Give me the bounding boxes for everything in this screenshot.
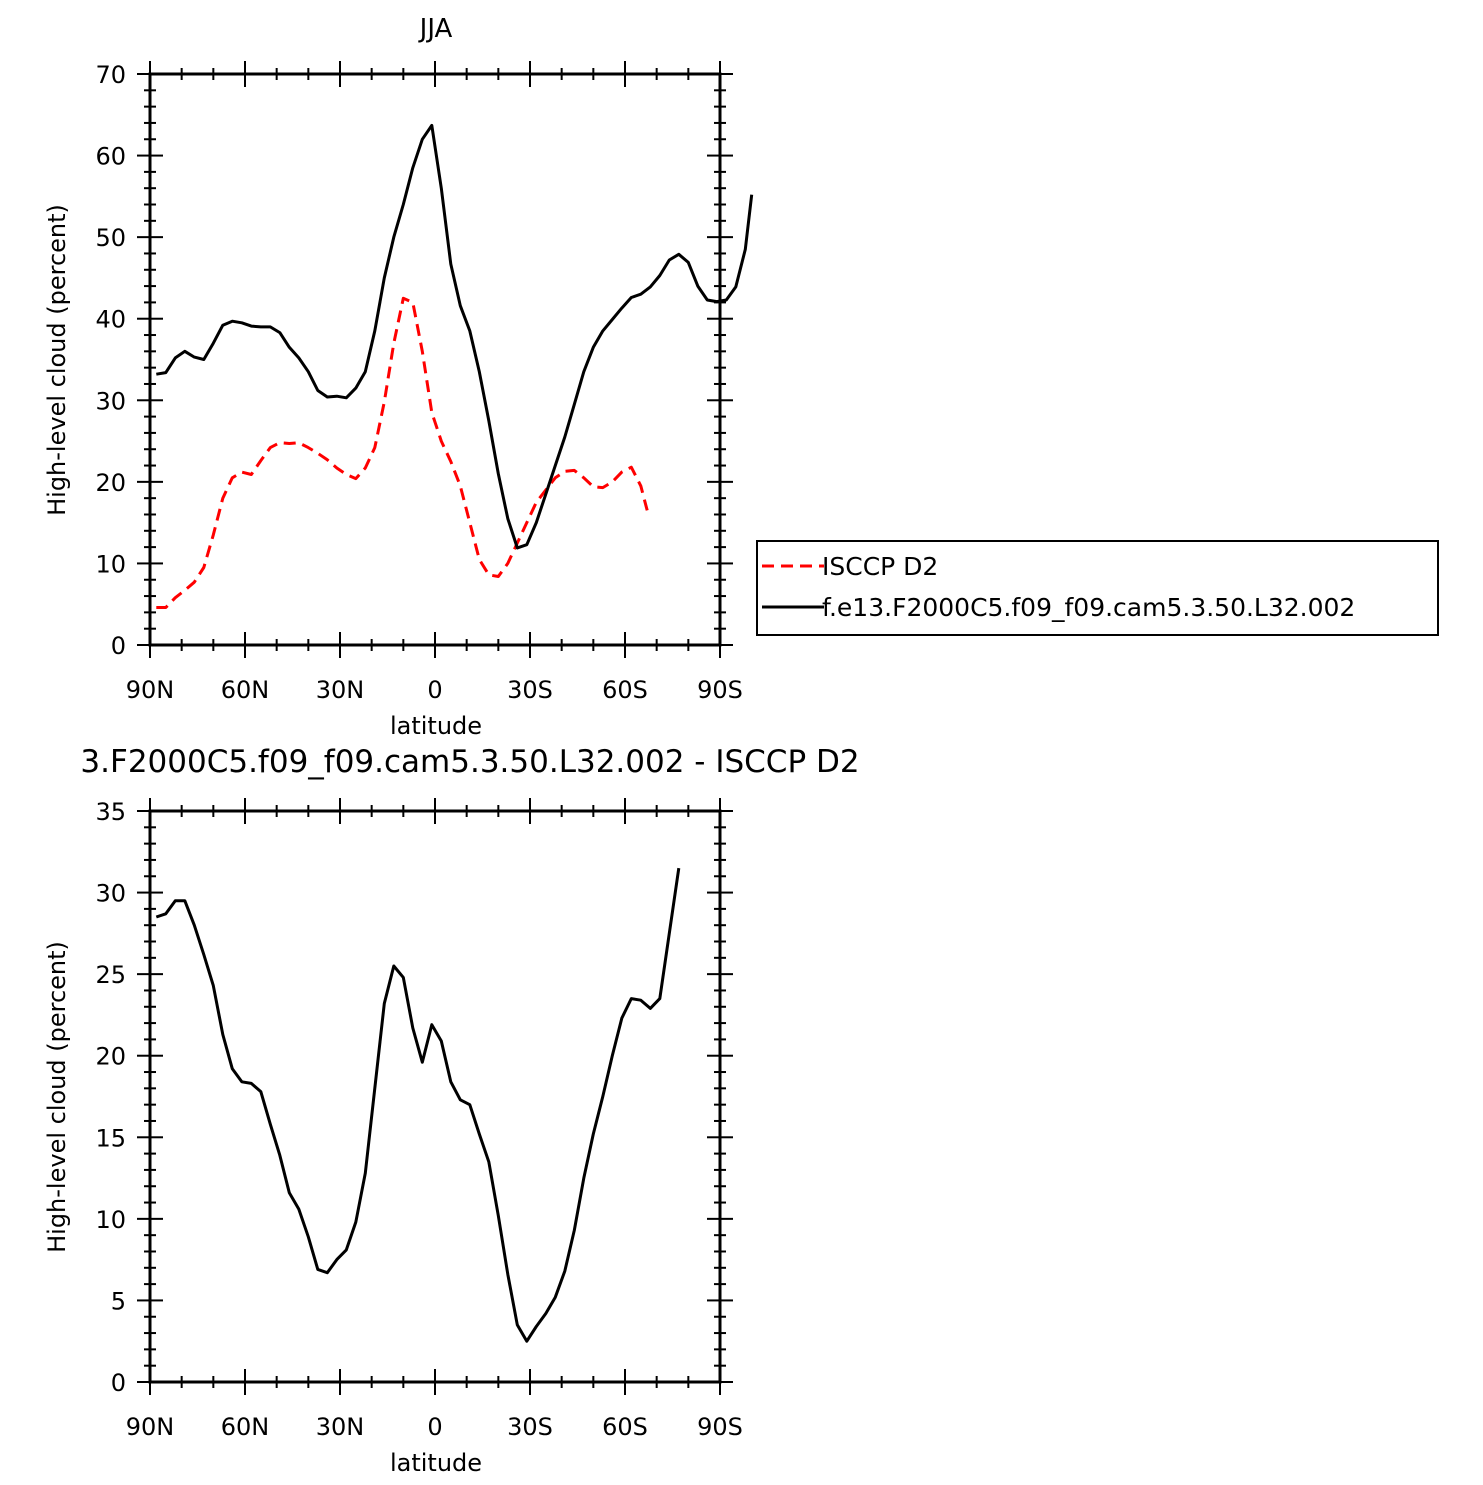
- legend-box: [756, 540, 1439, 636]
- series-line-1: [156, 123, 754, 550]
- legend: ISCCP D2 f.e13.F2000C5.f09_f09.cam5.3.50…: [756, 540, 1439, 636]
- legend-label-isccp: ISCCP D2: [822, 552, 938, 581]
- series-lines: [155, 867, 681, 1343]
- y-axis-label: High-level cloud (percent): [43, 204, 71, 516]
- series-lines: [156, 123, 754, 609]
- y-tick-label: 50: [95, 224, 126, 252]
- y-tick-label: 10: [95, 550, 126, 578]
- x-tick-label: 30N: [316, 1413, 365, 1441]
- y-tick-label: 25: [95, 961, 126, 989]
- y-tick-label: 30: [95, 880, 126, 908]
- y-tick-label: 10: [95, 1206, 126, 1234]
- x-tick-label: 30S: [507, 676, 553, 704]
- y-tick-label: 0: [111, 1369, 126, 1397]
- x-tick-label: 30S: [507, 1413, 553, 1441]
- y-tick-label: 40: [95, 306, 126, 334]
- y-tick-label: 35: [95, 798, 126, 826]
- y-axis-label: High-level cloud (percent): [43, 941, 71, 1253]
- plot-frame: [148, 809, 722, 1384]
- legend-label-model: f.e13.F2000C5.f09_f09.cam5.3.50.L32.002: [822, 593, 1355, 622]
- chart-title: JJA: [418, 14, 453, 44]
- x-axis-label: latitude: [390, 1449, 482, 1477]
- y-tick-label: 5: [111, 1287, 126, 1315]
- x-tick-label: 90S: [697, 1413, 743, 1441]
- y-tick-label: 0: [111, 632, 126, 660]
- y-tick-label: 60: [95, 143, 126, 171]
- x-tick-label: 60N: [221, 676, 270, 704]
- plot-frame: [148, 72, 722, 647]
- x-tick-label: 30N: [316, 676, 365, 704]
- y-tick-label: 15: [95, 1124, 126, 1152]
- x-tick-label: 90N: [126, 1413, 175, 1441]
- y-tick-label: 30: [95, 387, 126, 415]
- x-tick-label: 0: [427, 1413, 442, 1441]
- series-line-0: [155, 867, 681, 1343]
- x-tick-label: 0: [427, 676, 442, 704]
- x-tick-label: 90N: [126, 676, 175, 704]
- y-tick-label: 70: [95, 61, 126, 89]
- x-ticks: 90N 60N 30N 0 30S 60S 90S: [126, 798, 743, 1441]
- y-ticks: 0 5 10 15 20 25 30 35: [95, 798, 733, 1397]
- y-tick-label: 20: [95, 1043, 126, 1071]
- bottom-panel: 3.F2000C5.f09_f09.cam5.3.50.L32.002 - IS…: [43, 744, 860, 1477]
- x-tick-label: 60N: [221, 1413, 270, 1441]
- x-axis-label: latitude: [390, 712, 482, 740]
- series-line-dashed-0: [156, 296, 649, 609]
- x-tick-label: 60S: [602, 676, 648, 704]
- x-tick-label: 60S: [602, 1413, 648, 1441]
- chart-title: 3.F2000C5.f09_f09.cam5.3.50.L32.002 - IS…: [80, 744, 859, 780]
- y-ticks: 0 10 20 30 40 50 60 70: [95, 61, 733, 660]
- y-tick-label: 20: [95, 469, 126, 497]
- x-tick-label: 90S: [697, 676, 743, 704]
- x-ticks: 90N 60N 30N 0 30S 60S 90S: [126, 61, 743, 704]
